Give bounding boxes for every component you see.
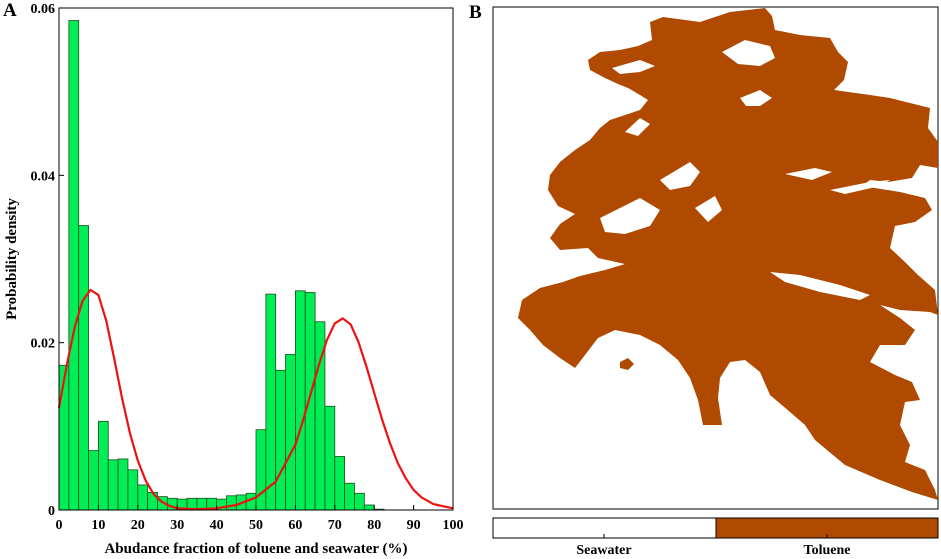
x-tick-label: 50 — [249, 518, 263, 533]
x-tick-label: 100 — [443, 518, 464, 533]
histogram-bar — [275, 369, 286, 511]
x-tick-label: 10 — [91, 518, 105, 533]
histogram-bar — [265, 293, 277, 511]
seawater-gap — [600, 198, 660, 234]
fit-curve — [57, 288, 454, 511]
x-tick-label: 80 — [367, 518, 381, 533]
histogram-bar — [255, 429, 267, 511]
x-axis-label: Abudance fraction of toluene and seawate… — [104, 541, 407, 557]
histogram-bar — [88, 450, 99, 511]
histogram-bar — [58, 364, 70, 511]
histogram-bar — [324, 405, 336, 511]
x-tick-labels: 0 10 20 30 40 50 60 70 80 90 100 — [56, 518, 464, 533]
histogram-bar — [117, 458, 129, 511]
histogram-bars — [58, 20, 385, 511]
y-tick-label: 0.02 — [31, 337, 56, 352]
histogram-bar — [344, 482, 355, 511]
histogram-bar — [363, 504, 375, 511]
x-tick-label: 70 — [328, 518, 342, 533]
y-tick-label: 0.06 — [31, 2, 56, 17]
histogram-bar — [334, 456, 346, 511]
y-tick-label: 0 — [48, 504, 55, 519]
x-tick-label: 30 — [170, 518, 184, 533]
histogram-bar — [127, 469, 139, 511]
histogram-bar — [107, 459, 119, 511]
seawater-gap — [625, 118, 650, 136]
histogram-bar — [354, 492, 365, 511]
axis-ticks — [58, 7, 454, 511]
histogram-bar — [285, 353, 296, 511]
panel-b-letter: B — [469, 2, 482, 23]
histogram-bar — [226, 495, 237, 511]
y-tick-label: 0.04 — [31, 169, 56, 184]
legend-toluene-label: Toluene — [804, 543, 851, 558]
histogram-bar — [78, 225, 89, 511]
x-tick-label: 60 — [288, 518, 302, 533]
x-tick-label: 20 — [131, 518, 145, 533]
panel-a-letter: A — [3, 0, 17, 21]
y-axis-label: Probability density — [4, 198, 20, 320]
y-tick-labels: 0 0.02 0.04 0.06 — [31, 2, 56, 519]
x-tick-label: 90 — [407, 518, 421, 533]
histogram-bar — [294, 290, 306, 511]
toluene-region — [518, 8, 938, 500]
seawater-gap — [740, 90, 772, 106]
toluene-slick — [518, 8, 938, 500]
histogram-bar — [137, 484, 149, 511]
x-tick-label: 40 — [210, 518, 224, 533]
toluene-islet — [620, 358, 634, 370]
seawater-gap — [722, 40, 775, 66]
seawater-gap — [660, 162, 700, 190]
histogram-bar — [98, 420, 109, 511]
histogram-bar — [304, 292, 316, 511]
histogram-bar — [68, 20, 80, 511]
seawater-gap — [770, 272, 870, 300]
seawater-gap — [830, 180, 890, 194]
seawater-gap — [612, 60, 655, 74]
seawater-gap — [785, 168, 832, 180]
legend-seawater-label: Seawater — [576, 543, 631, 558]
x-tick-label: 0 — [56, 518, 63, 533]
seawater-gap — [695, 196, 722, 222]
